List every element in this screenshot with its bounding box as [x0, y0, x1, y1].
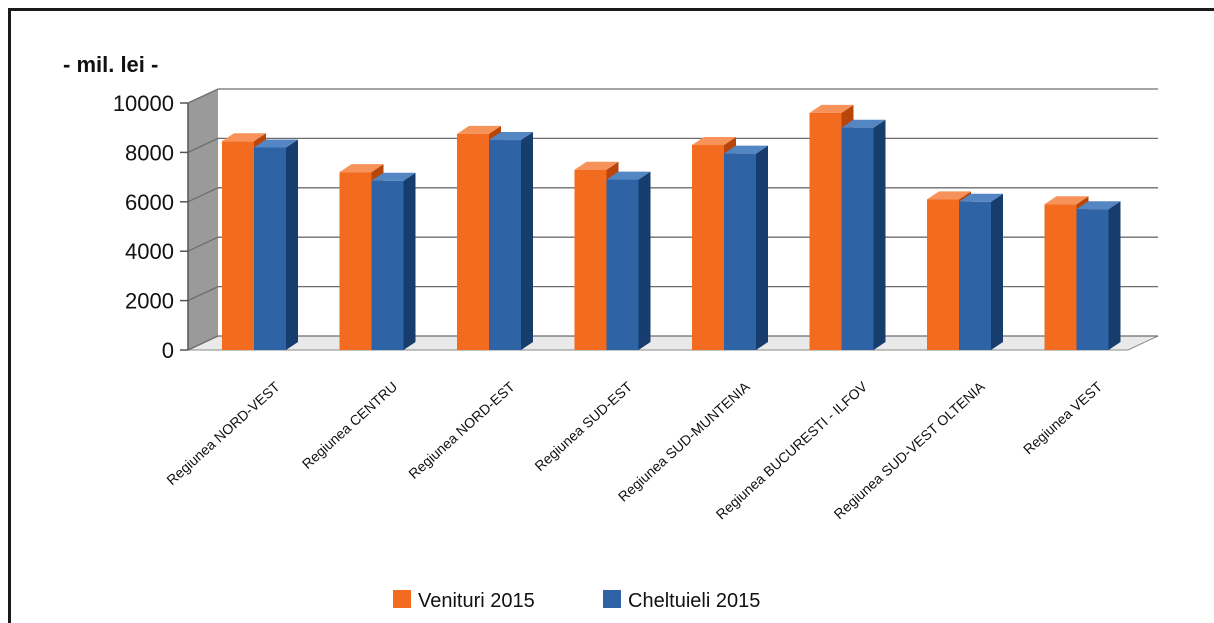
bar-top — [254, 139, 298, 148]
x-tick-label: Regiunea NORD-EST — [405, 378, 518, 482]
bar-side — [756, 145, 768, 350]
bar — [254, 139, 298, 350]
legend-swatch — [603, 590, 621, 608]
gridlines — [180, 88, 1158, 351]
y-tick-label: 4000 — [125, 239, 174, 264]
side-wall — [188, 89, 218, 350]
bar-front — [574, 169, 607, 350]
legend: Venituri 2015 Cheltuieli 2015 — [393, 590, 760, 612]
bar-side — [403, 172, 416, 350]
bar-front — [606, 179, 639, 350]
bar-top — [1044, 196, 1089, 205]
x-axis-ticks: Regiunea NORD-VEST Regiunea CENTRU Regiune… — [163, 378, 1105, 523]
bar-top — [489, 132, 533, 141]
bar — [371, 172, 416, 350]
bar-top — [724, 145, 768, 154]
x-tick-label: Regiunea CENTRU — [299, 378, 400, 472]
y-tick-label: 8000 — [125, 140, 174, 165]
bar-front — [841, 127, 874, 350]
x-tick-label: Regiunea VEST — [1020, 378, 1106, 457]
bar-front — [927, 199, 959, 350]
bar-side — [286, 139, 298, 350]
bar-top — [574, 161, 619, 170]
bar-front — [339, 172, 372, 350]
bar-side — [521, 132, 533, 350]
bar-front — [1044, 204, 1077, 350]
y-tick-label: 6000 — [125, 190, 174, 215]
bar-front — [959, 201, 991, 350]
x-tick-label: Regiunea SUD-EST — [531, 378, 635, 474]
bar-side — [873, 119, 886, 350]
bar-front — [489, 140, 521, 350]
bar-top — [222, 133, 266, 142]
bar-top — [959, 193, 1003, 202]
bar-top — [1076, 201, 1121, 210]
bar-front — [222, 141, 254, 350]
bar-top — [457, 125, 501, 134]
bar — [606, 171, 651, 350]
legend-label: Cheltuieli 2015 — [628, 590, 760, 612]
unit-label: - mil. lei - — [63, 52, 158, 77]
bar-front — [809, 112, 842, 350]
gridline — [187, 137, 1158, 153]
bar — [841, 119, 886, 350]
x-tick-label: Regiunea SUD-MUNTENIA — [615, 378, 753, 505]
bar-front — [371, 180, 404, 350]
y-tick-label: 0 — [162, 338, 174, 363]
gridline — [187, 88, 1158, 104]
bar-top — [841, 119, 886, 128]
bar-side — [991, 193, 1003, 350]
bar — [1076, 201, 1121, 350]
y-tick-label: 2000 — [125, 289, 174, 314]
bar-side — [1108, 201, 1121, 350]
legend-swatch — [393, 590, 411, 608]
bar-top — [606, 171, 651, 180]
bar-front — [1076, 209, 1109, 350]
bars — [222, 104, 1121, 350]
bar — [959, 193, 1003, 350]
bar-top — [339, 164, 384, 173]
legend-label: Venituri 2015 — [418, 590, 535, 612]
bar-top — [809, 104, 854, 113]
floor — [187, 335, 1159, 351]
chart-walls — [187, 89, 1159, 351]
gridline — [187, 236, 1158, 252]
bar-top — [927, 191, 971, 200]
gridline — [187, 285, 1158, 302]
bar-front — [692, 144, 724, 350]
bar — [724, 145, 768, 350]
bar-front — [724, 153, 756, 350]
y-tick-label: 10000 — [113, 91, 174, 116]
bar-front — [254, 147, 286, 350]
x-tick-label: Regiunea NORD-VEST — [163, 378, 283, 488]
bar-top — [692, 136, 736, 145]
bar-front — [457, 133, 489, 350]
gridline — [187, 187, 1158, 203]
y-axis-ticks: 0 2000 4000 6000 8000 10000 — [113, 91, 174, 363]
bar — [489, 132, 533, 350]
bar-side — [638, 171, 651, 350]
bar-top — [371, 172, 416, 181]
